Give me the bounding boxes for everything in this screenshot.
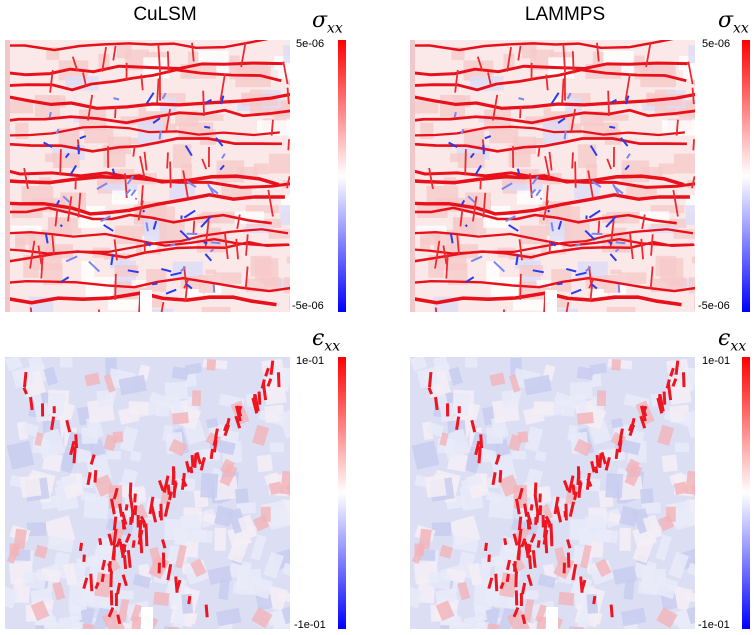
strain-colorbar-min-culsm: -1e-01 <box>294 619 326 631</box>
stress-colorbar-max-culsm: 5e-06 <box>296 38 325 50</box>
strain-colorbar-min-lammps: -1e-01 <box>698 619 730 631</box>
strain-colorbar-symbol-culsm: ϵxx <box>312 326 341 355</box>
stress-colorbar-symbol-lammps: σxx <box>718 8 749 37</box>
strain-map-culsm <box>5 357 290 629</box>
stress-colorbar-lammps <box>742 40 750 312</box>
stress-map-culsm <box>5 40 290 312</box>
strain-colorbar-symbol-lammps: ϵxx <box>718 326 747 355</box>
stress-colorbar-max-lammps: 5e-06 <box>702 38 731 50</box>
stress-colorbar-symbol-culsm: σxx <box>312 8 343 37</box>
strain-colorbar-lammps <box>742 357 750 629</box>
stress-colorbar-culsm <box>338 40 346 312</box>
strain-colorbar-culsm <box>338 357 346 629</box>
strain-colorbar-max-culsm: 1e-01 <box>296 355 325 367</box>
stress-colorbar-min-lammps: -5e-06 <box>698 300 730 312</box>
column-title-lammps: LAMMPS <box>524 4 606 25</box>
stress-colorbar-min-culsm: -5e-06 <box>292 300 324 312</box>
stress-map-lammps <box>410 40 695 312</box>
strain-map-lammps <box>410 357 695 629</box>
strain-colorbar-max-lammps: 1e-01 <box>702 355 731 367</box>
column-title-culsm: CuLSM <box>133 4 197 25</box>
